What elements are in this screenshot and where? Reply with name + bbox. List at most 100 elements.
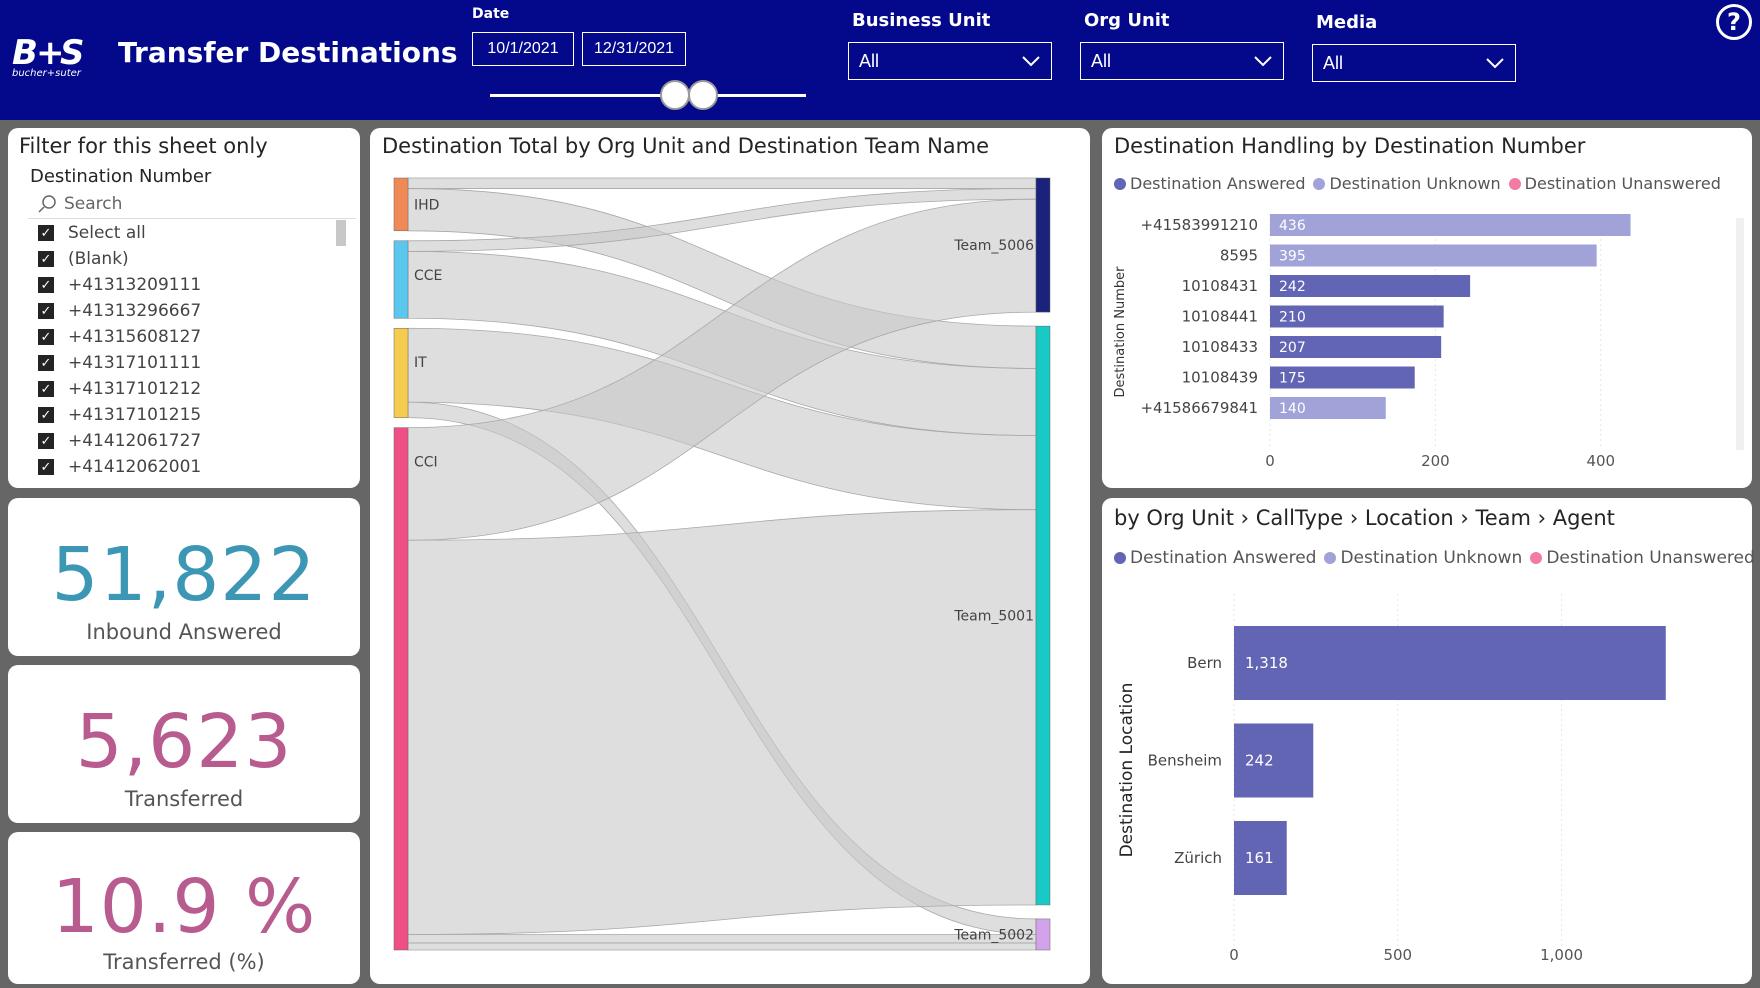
sankey-source-node[interactable]: [393, 427, 409, 951]
filter-item[interactable]: ✓ +41317101212: [28, 376, 201, 402]
date-slider-end-handle[interactable]: [688, 80, 718, 110]
bar[interactable]: [1270, 214, 1631, 236]
business-unit-dropdown[interactable]: All: [848, 42, 1052, 80]
location-legend: Destination Answered Destination Unknown…: [1114, 548, 1755, 568]
bar-value-label: 161: [1245, 849, 1274, 867]
checkbox-checked-icon[interactable]: ✓: [38, 433, 54, 449]
filter-item[interactable]: ✓ +41313296667: [28, 298, 201, 324]
media-dropdown[interactable]: All: [1312, 44, 1516, 82]
bar-value-label: 140: [1279, 401, 1306, 417]
checkbox-checked-icon[interactable]: ✓: [38, 251, 54, 267]
bar[interactable]: [1270, 397, 1386, 419]
org-unit-dropdown[interactable]: All: [1080, 42, 1284, 80]
search-icon: [38, 195, 56, 213]
bar-value-label: 242: [1245, 752, 1274, 770]
sankey-link[interactable]: [407, 177, 1037, 189]
filter-item[interactable]: ✓ +41412062001: [28, 454, 201, 480]
date-start-input[interactable]: 10/1/2021: [472, 32, 574, 66]
bar-value-label: 175: [1279, 371, 1306, 387]
filter-item-label: +41317101111: [68, 353, 202, 373]
sankey-target-node[interactable]: [1035, 177, 1051, 313]
filter-item[interactable]: ✓ +41317101215: [28, 402, 201, 428]
sankey-source-node[interactable]: [393, 240, 409, 319]
sankey-link[interactable]: [407, 509, 1037, 935]
sankey-source-label: IT: [414, 355, 427, 371]
x-tick-label: 200: [1421, 452, 1450, 470]
checkbox-checked-icon[interactable]: ✓: [38, 355, 54, 371]
x-tick-label: 1,000: [1540, 946, 1583, 964]
y-tick-label: 10108431: [1182, 277, 1258, 295]
bar[interactable]: [1270, 275, 1471, 297]
sankey-link[interactable]: [407, 934, 1037, 944]
bar[interactable]: [1270, 366, 1415, 389]
kpi-inbound-value: 51,822: [51, 532, 317, 618]
legend-unanswered-dot: [1530, 552, 1543, 564]
business-unit-value: All: [859, 50, 880, 71]
bar-value-label: 242: [1279, 279, 1306, 295]
kpi-transferred-pct-label: Transferred (%): [103, 950, 265, 974]
sankey-source-node[interactable]: [393, 327, 409, 418]
chart-scrollbar[interactable]: [1736, 218, 1744, 450]
sankey-link[interactable]: [407, 942, 1037, 951]
filter-item[interactable]: ✓ Select all: [28, 220, 146, 246]
filter-item-label: +41315608127: [68, 327, 202, 347]
filter-item[interactable]: ✓ (Blank): [28, 246, 129, 272]
help-button[interactable]: ?: [1716, 4, 1752, 40]
legend-unanswered-dot: [1508, 177, 1521, 190]
legend-answered-label: Destination Answered: [1130, 548, 1317, 568]
kpi-transferred-label: Transferred: [124, 787, 244, 811]
chevron-down-icon: [1022, 56, 1040, 67]
bar[interactable]: [1270, 305, 1444, 328]
date-end-input[interactable]: 12/31/2021: [582, 32, 686, 66]
filter-item[interactable]: ✓ +41412061727: [28, 428, 201, 454]
filter-item[interactable]: ✓ +41313209111: [28, 272, 201, 298]
filter-item[interactable]: ✓ +41317101111: [28, 350, 201, 376]
filter-search-box[interactable]: Search: [28, 190, 356, 219]
x-tick-label: 0: [1229, 946, 1239, 964]
y-tick-label: Bern: [1187, 654, 1222, 672]
org-unit-value: All: [1091, 50, 1112, 71]
kpi-card-inbound: 51,822 Inbound Answered: [8, 498, 360, 656]
filter-search-placeholder: Search: [64, 194, 123, 214]
x-tick-label: 500: [1383, 946, 1412, 964]
checkbox-checked-icon[interactable]: ✓: [38, 407, 54, 423]
sankey-target-node[interactable]: [1035, 325, 1051, 906]
filter-field-label: Destination Number: [30, 166, 212, 187]
media-value: All: [1323, 52, 1344, 73]
sankey-chart[interactable]: IHD CCE IT CCI Team_5006 Team_5001 Team_5002: [370, 128, 1090, 984]
bar-value-label: 210: [1279, 310, 1306, 326]
checkbox-checked-icon[interactable]: ✓: [38, 225, 54, 241]
bar[interactable]: [1270, 244, 1597, 267]
checkbox-checked-icon[interactable]: ✓: [38, 381, 54, 397]
svg-text:bucher+suter: bucher+suter: [12, 68, 82, 79]
sankey-source-label: CCE: [414, 268, 442, 284]
checkbox-checked-icon[interactable]: ✓: [38, 329, 54, 345]
kpi-transferred-value: 5,623: [75, 699, 293, 785]
y-tick-label: +41583991210: [1140, 216, 1258, 234]
chevron-down-icon: [1254, 56, 1272, 67]
filter-item-label: +41313209111: [68, 275, 202, 295]
filter-item[interactable]: ✓ +41315608127: [28, 324, 201, 350]
legend-unknown-label: Destination Unknown: [1329, 174, 1501, 193]
bar[interactable]: [1234, 821, 1287, 895]
sankey-target-node[interactable]: [1035, 918, 1051, 951]
kpi-card-transferred: 5,623 Transferred: [8, 665, 360, 823]
bar[interactable]: [1270, 336, 1442, 358]
bar[interactable]: [1234, 626, 1666, 700]
filter-scrollbar[interactable]: [336, 220, 346, 246]
filter-item-label: +41313296667: [68, 301, 202, 321]
bar[interactable]: [1234, 723, 1314, 798]
destination-number-chart[interactable]: 0 200 400 Destination Number +41583991210 436…: [1102, 128, 1752, 488]
date-slider-start-handle[interactable]: [660, 80, 690, 110]
sankey-source-node[interactable]: [393, 177, 409, 232]
location-chart[interactable]: 0 500 1,000 Destination Location Bern 1,318 Be…: [1102, 498, 1752, 984]
y-axis-title: Destination Location: [1117, 683, 1137, 858]
checkbox-checked-icon[interactable]: ✓: [38, 303, 54, 319]
kpi-inbound-label: Inbound Answered: [86, 620, 282, 644]
checkbox-checked-icon[interactable]: ✓: [38, 459, 54, 475]
date-slider-track[interactable]: [490, 94, 806, 97]
legend-unknown-label: Destination Unknown: [1340, 548, 1523, 568]
checkbox-checked-icon[interactable]: ✓: [38, 277, 54, 293]
svg-text:S: S: [60, 33, 85, 73]
kpi-transferred-pct-value: 10.9 %: [51, 864, 317, 950]
